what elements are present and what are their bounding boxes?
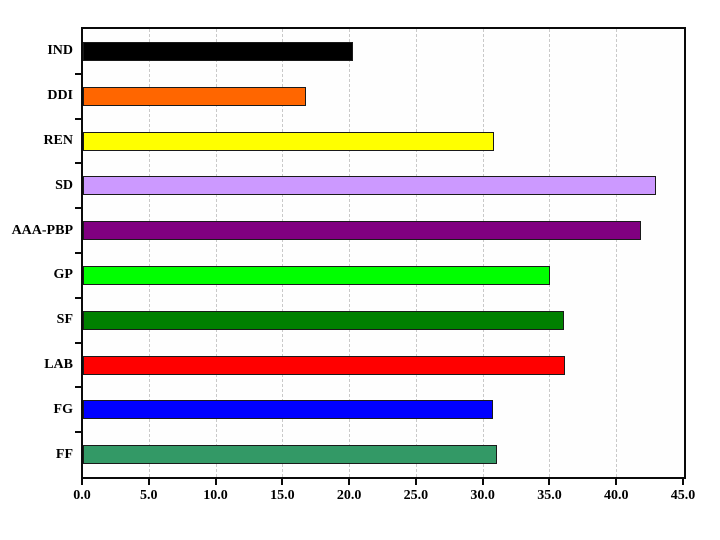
y-tick — [75, 386, 82, 389]
x-tick-0.0 — [81, 479, 83, 485]
y-tick — [75, 252, 82, 254]
x-tick-label-5.0: 5.0 — [140, 488, 158, 503]
gridline-5 — [148, 29, 150, 477]
x-tick-20.0 — [348, 479, 351, 485]
category-label-ind: IND — [47, 43, 73, 59]
x-tick-5.0 — [147, 479, 150, 485]
category-label-aaa-pbp: AAA-PBP — [11, 222, 73, 238]
gridline-40 — [616, 29, 618, 477]
x-tick-label-25.0: 25.0 — [403, 488, 429, 503]
x-tick-label-0.0: 0.0 — [73, 488, 91, 503]
y-tick — [75, 207, 82, 210]
category-label-ddi: DDI — [47, 88, 73, 104]
category-label-lab: LAB — [44, 357, 73, 372]
x-tick-30.0 — [481, 479, 484, 485]
bar-ff — [83, 445, 498, 465]
y-tick — [75, 341, 82, 344]
x-tick-10.0 — [214, 479, 217, 485]
category-label-sf: SF — [56, 312, 73, 328]
bar-sd — [83, 176, 656, 196]
category-label-ren: REN — [43, 133, 73, 148]
category-label-fg: FG — [53, 401, 73, 417]
x-tick-label-45.0: 45.0 — [670, 488, 696, 503]
y-tick — [75, 296, 82, 299]
x-tick-15.0 — [281, 479, 284, 485]
y-tick — [75, 431, 82, 434]
bar-lab — [83, 355, 566, 375]
x-tick-label-40.0: 40.0 — [603, 488, 629, 503]
bar-ddi — [83, 86, 307, 106]
x-tick-35.0 — [548, 479, 551, 485]
gridline-25 — [415, 29, 417, 477]
x-tick-25.0 — [414, 479, 417, 485]
gridline-30 — [482, 29, 484, 477]
y-tick — [75, 117, 82, 120]
category-label-gp: GP — [53, 267, 73, 283]
bar-gp — [83, 265, 551, 285]
y-tick — [75, 162, 82, 165]
bar-sf — [83, 310, 564, 330]
gridline-20 — [349, 29, 351, 477]
x-tick-label-20.0: 20.0 — [336, 488, 362, 503]
gridline-15 — [282, 29, 284, 477]
bar-aaa-pbp — [83, 221, 642, 241]
x-tick-45.0 — [682, 479, 684, 485]
x-tick-label-10.0: 10.0 — [203, 488, 228, 503]
plot-area — [81, 27, 686, 479]
bar-ren — [83, 131, 495, 151]
category-label-ff: FF — [55, 446, 73, 462]
bar-fg — [83, 400, 493, 420]
bar-ind — [83, 41, 353, 61]
x-tick-40.0 — [615, 479, 618, 485]
gridline-10 — [215, 29, 217, 477]
x-tick-label-15.0: 15.0 — [270, 488, 295, 503]
category-label-sd: SD — [55, 177, 73, 193]
y-tick — [75, 72, 82, 75]
gridline-35 — [549, 29, 551, 477]
x-tick-label-35.0: 35.0 — [537, 488, 562, 503]
x-tick-label-30.0: 30.0 — [470, 488, 495, 503]
